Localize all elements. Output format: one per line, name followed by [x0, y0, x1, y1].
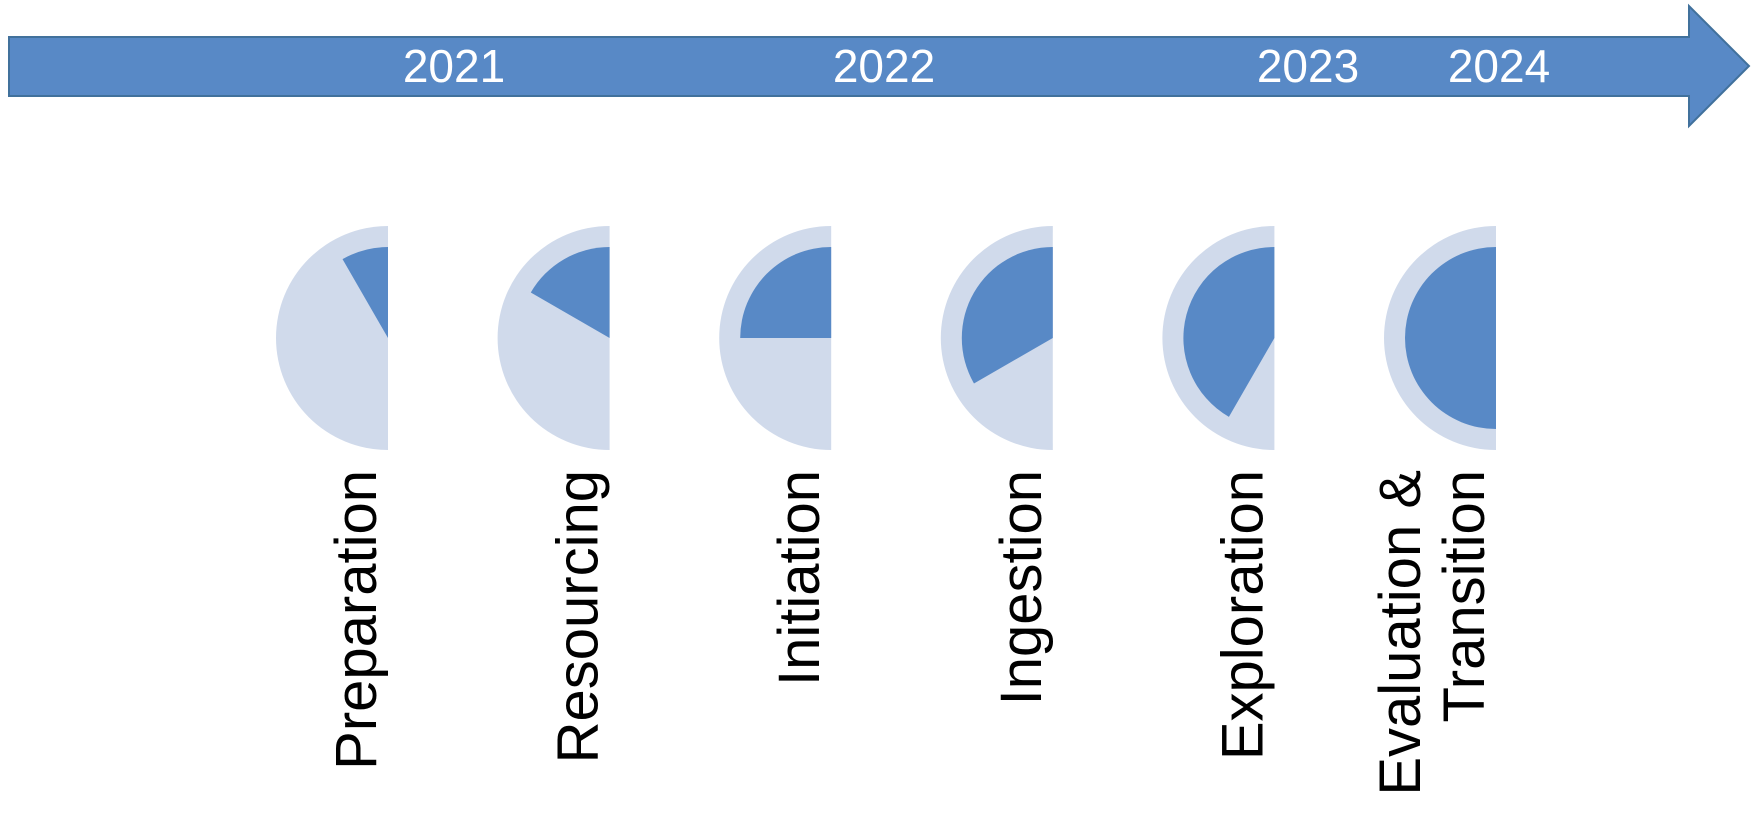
phase-label: Ingestion [989, 470, 1054, 705]
phase-item: Initiation [719, 226, 832, 686]
timeline-arrow-group: 2021 2022 2023 2024 [8, 3, 1751, 129]
year-label-2024: 2024 [1448, 40, 1550, 92]
phase-label-line: Evaluation & [1368, 470, 1433, 796]
phase-progress-wedge [1183, 247, 1275, 417]
phase-label-line: Preparation [324, 470, 389, 770]
phase-progress-wedge [530, 247, 610, 338]
phase-label: Exploration [1210, 470, 1275, 760]
phase-label: Resourcing [546, 470, 611, 763]
phase-label-line: Initiation [767, 470, 832, 686]
phase-item: Evaluation &Transition [1368, 226, 1497, 796]
phase-label: Preparation [324, 470, 389, 770]
phase-label-line: Resourcing [546, 470, 611, 763]
phase-item: Ingestion [940, 226, 1054, 705]
phase-progress-wedge [961, 246, 1053, 384]
phase-progress-wedge [740, 247, 832, 338]
year-label-2022: 2022 [833, 40, 935, 92]
phase-item: Resourcing [497, 226, 611, 763]
phase-label: Initiation [767, 470, 832, 686]
phase-indicators: Preparation Resourcing Initiation Ingestion… [276, 226, 1497, 796]
phase-progress-wedge [1405, 247, 1496, 429]
phase-label-line: Exploration [1210, 470, 1275, 760]
phase-progress-wedge [342, 247, 388, 338]
phase-item: Exploration [1162, 226, 1275, 760]
year-label-2023: 2023 [1257, 40, 1359, 92]
phase-label-line: Ingestion [989, 470, 1054, 705]
phase-label-line: Transition [1432, 470, 1497, 723]
phase-label: Evaluation &Transition [1368, 470, 1497, 796]
phase-item: Preparation [276, 226, 389, 770]
year-label-2021: 2021 [403, 40, 505, 92]
timeline-arrow [8, 3, 1751, 129]
